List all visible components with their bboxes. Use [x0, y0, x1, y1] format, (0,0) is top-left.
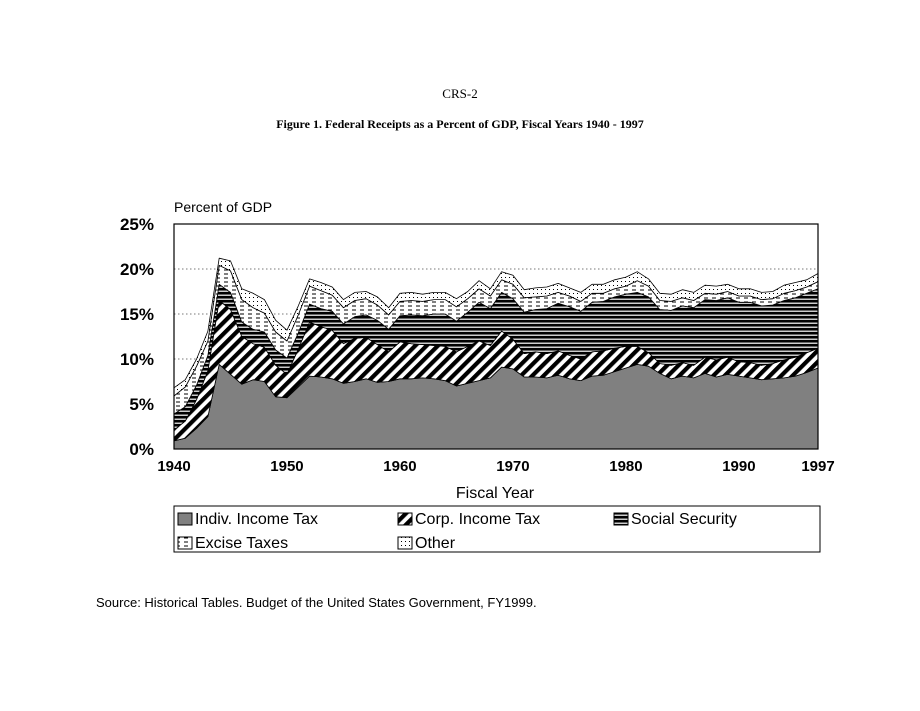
y-tick-label: 5%	[129, 395, 154, 414]
legend-label: Indiv. Income Tax	[195, 511, 318, 528]
x-tick-label: 1990	[722, 458, 755, 475]
x-tick-labels: 1940 1950 1960 1970 1980 1990 1997	[157, 458, 834, 475]
x-tick-label: 1997	[801, 458, 834, 475]
legend-label: Excise Taxes	[195, 535, 288, 552]
legend-label: Social Security	[631, 511, 737, 528]
legend-swatch	[397, 536, 413, 550]
plot-frame	[173, 223, 819, 450]
y-tick-label: 0%	[129, 440, 154, 459]
x-tick-label: 1980	[609, 458, 642, 475]
x-tick-label: 1950	[270, 458, 303, 475]
y-axis-title: Percent of GDP	[174, 199, 272, 215]
legend-swatch	[177, 536, 193, 550]
stacked-areas	[173, 257, 819, 450]
legend: Indiv. Income Tax Corp. Income Tax Social …	[173, 505, 821, 553]
legend-label: Other	[415, 535, 456, 552]
y-tick-labels: 0% 5% 10% 15% 20% 25%	[120, 215, 154, 459]
x-tick-label: 1970	[496, 458, 529, 475]
figure-title: Figure 1. Federal Receipts as a Percent …	[276, 117, 644, 131]
y-tick-label: 15%	[120, 305, 154, 324]
page-header: CRS-2	[442, 86, 478, 101]
x-axis-title: Fiscal Year	[456, 485, 535, 502]
y-tick-label: 20%	[120, 260, 154, 279]
y-tick-label: 10%	[120, 350, 154, 369]
legend-swatch	[397, 512, 413, 526]
legend-label: Corp. Income Tax	[415, 511, 540, 528]
x-tick-label: 1940	[157, 458, 190, 475]
x-tick-label: 1960	[383, 458, 416, 475]
y-tick-label: 25%	[120, 215, 154, 234]
source-note: Source: Historical Tables. Budget of the…	[96, 595, 537, 610]
legend-swatch	[177, 512, 193, 526]
legend-frame	[173, 505, 821, 553]
legend-swatch	[613, 512, 629, 526]
